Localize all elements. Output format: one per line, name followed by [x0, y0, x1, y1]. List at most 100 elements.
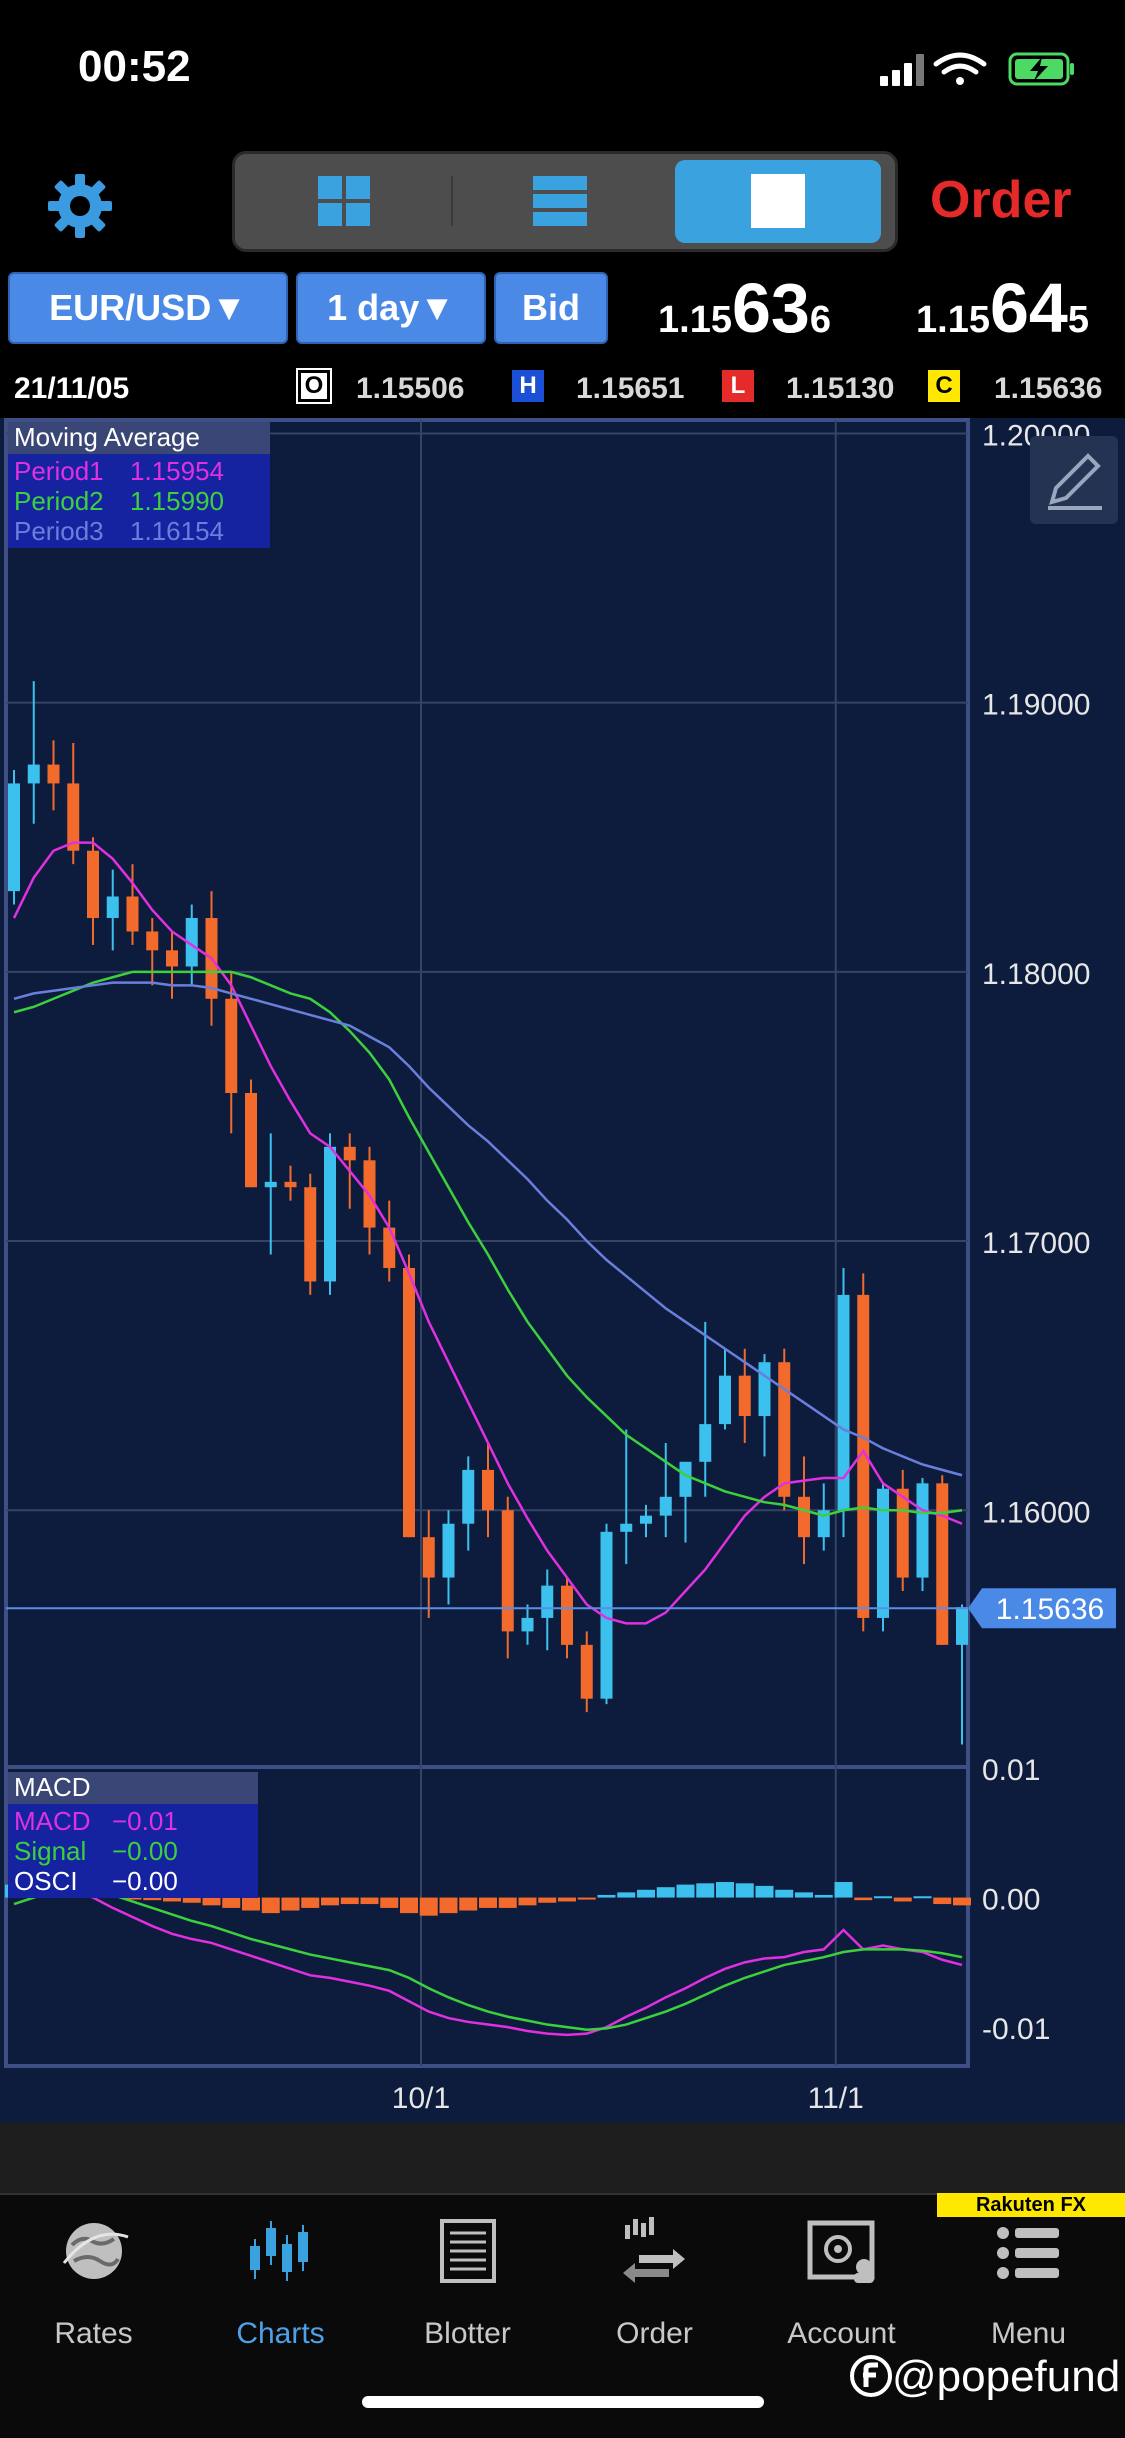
candlestick-icon: [250, 2221, 308, 2281]
osci-bar: [321, 1897, 339, 1906]
status-icons: [880, 52, 1074, 86]
nav-menu[interactable]: Menu: [935, 2215, 1122, 2365]
macd-legend-item-name: MACD: [14, 1806, 91, 1836]
candle-body: [166, 950, 178, 967]
nav-charts[interactable]: Charts: [187, 2215, 374, 2365]
ask-price-prefix: 1.15: [916, 299, 990, 341]
nav-label: Rates: [54, 2317, 133, 2350]
macd-legend-item-value: −0.00: [112, 1836, 178, 1866]
safe-icon: [807, 2220, 875, 2283]
current-price-label: 1.15636: [996, 1593, 1104, 1626]
osci-bar: [242, 1897, 260, 1911]
watermark: @popefund: [850, 2352, 1120, 2402]
gear-icon[interactable]: [44, 170, 116, 242]
ma-legend-item-name: Period1: [14, 456, 104, 486]
period-dropdown[interactable]: 1 day▼: [296, 272, 486, 344]
osci-bar: [163, 1897, 181, 1902]
nav-rates[interactable]: Rates: [0, 2215, 187, 2365]
nav-blotter[interactable]: Blotter: [374, 2215, 561, 2365]
status-time: 00:52: [78, 42, 191, 91]
layout-rows-button[interactable]: [457, 160, 663, 243]
chart-frame: [4, 418, 970, 2068]
price-tick-label: 1.19000: [982, 689, 1090, 722]
draw-tool-button[interactable]: [1030, 436, 1118, 524]
osci-bar: [202, 1897, 221, 1906]
candle-body: [324, 1146, 336, 1282]
osci-bar: [222, 1897, 241, 1908]
status-bar: 00:52: [0, 0, 1125, 140]
nav-label: Blotter: [424, 2317, 511, 2350]
candle-body: [482, 1469, 494, 1511]
ask-price-big: 64: [989, 269, 1068, 347]
nav-order[interactable]: Order: [561, 2215, 748, 2365]
grid-icon: [318, 176, 370, 226]
candle-body: [699, 1424, 712, 1462]
high-tag: H: [512, 370, 544, 402]
date-tick-label: 11/1: [808, 2082, 864, 2115]
candle-body: [67, 783, 80, 851]
macd-legend-item-value: −0.00: [112, 1866, 178, 1896]
brand-logo-icon: [850, 2355, 892, 2397]
ma-legend-item-value: 1.15954: [130, 456, 224, 486]
open-tag: O: [296, 368, 332, 404]
candle-body: [679, 1461, 692, 1497]
ma-legend-item-value: 1.16154: [130, 516, 224, 546]
low-tag: L: [722, 370, 754, 402]
currency-pair-dropdown[interactable]: EUR/USD▼: [8, 272, 288, 344]
ma-line-1: [12, 841, 963, 1625]
ma-legend-title-bg: [8, 422, 270, 454]
bid-ask-toggle[interactable]: Bid: [494, 272, 608, 344]
osci-bar: [400, 1897, 418, 1914]
ask-price: 1.15645: [916, 268, 1089, 348]
ma-legend-item-name: Period3: [14, 516, 104, 546]
candle-body: [343, 1146, 356, 1161]
price-tick-label: 1.16000: [982, 1496, 1090, 1529]
osci-bar: [538, 1897, 557, 1903]
chart-toolbar: Order: [0, 140, 1125, 270]
osci-bar: [637, 1889, 655, 1898]
candle-body: [442, 1523, 455, 1578]
chart-footer-strip: [0, 2123, 1125, 2193]
macd-legend-body-bg: [8, 1804, 258, 1898]
osci-bar: [814, 1894, 833, 1898]
layout-single-button[interactable]: [675, 160, 881, 243]
chart-area[interactable]: 1.200001.190001.180001.170001.1600010/11…: [0, 418, 1125, 2123]
osci-bar: [617, 1892, 636, 1898]
ma-legend-title: Moving Average: [14, 422, 200, 452]
osci-bar: [893, 1897, 912, 1902]
ma-legend-item-value: 1.15990: [130, 486, 224, 516]
osci-bar: [439, 1897, 458, 1914]
ask-price-tail: 5: [1067, 299, 1089, 341]
price-chart[interactable]: 1.200001.190001.180001.170001.1600010/11…: [0, 418, 1125, 2123]
open-value: 1.15506: [356, 372, 465, 405]
cellular-signal-icon: [880, 54, 924, 86]
candle-body: [462, 1469, 475, 1524]
osci-bar: [479, 1897, 497, 1908]
candle-body: [264, 1181, 277, 1188]
candle-body: [501, 1510, 514, 1632]
order-button[interactable]: Order: [930, 171, 1072, 229]
rows-icon: [533, 176, 587, 226]
candle-body: [837, 1294, 850, 1511]
bid-price-big: 63: [731, 269, 810, 347]
osci-bar: [459, 1897, 478, 1911]
ma-line-2: [13, 970, 963, 1517]
osci-bar: [834, 1882, 853, 1898]
layout-grid-button[interactable]: [241, 160, 447, 243]
candle-body: [936, 1483, 949, 1645]
candle-body: [8, 783, 20, 892]
osci-bar: [795, 1892, 813, 1898]
price-tick-label: 1.18000: [982, 958, 1090, 991]
nav-label: Account: [787, 2317, 896, 2350]
nav-account[interactable]: Account: [748, 2215, 935, 2365]
osci-bar: [716, 1882, 734, 1898]
macd-line-macd: [13, 1883, 963, 2037]
pencil-icon: [1048, 453, 1102, 510]
osci-bar: [953, 1897, 971, 1906]
macd-legend-item-name: OSCI: [14, 1866, 78, 1896]
candle-body: [27, 764, 40, 784]
osci-bar: [755, 1885, 774, 1898]
nav-label: Menu: [990, 2317, 1067, 2350]
home-indicator[interactable]: [362, 2396, 764, 2408]
macd-tick-label: -0.01: [982, 2013, 1050, 2046]
